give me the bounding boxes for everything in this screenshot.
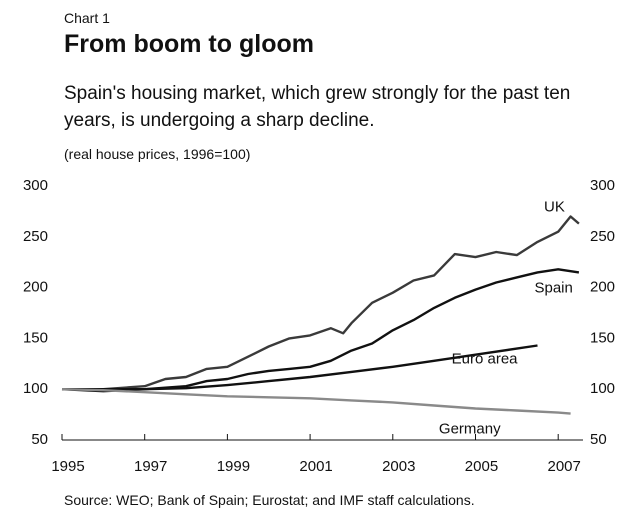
series-line [61,268,580,393]
y2-tick-label: 50 [590,431,607,448]
series-label: Euro area [452,350,519,367]
x-tick-label: 1997 [134,458,167,475]
y-tick-label: 200 [23,279,48,296]
kicker: Chart 1 [64,10,110,26]
y-tick-label: 250 [23,228,48,245]
y2-tick-label: 300 [590,177,615,194]
y-tick-label: 100 [23,380,48,397]
series-line [62,344,538,391]
y2-tick-label: 200 [590,279,615,296]
series-line [62,215,580,391]
x-tick-label: 2005 [465,458,498,475]
x-tick-label: 2001 [299,458,332,475]
y2-tick-label: 250 [590,228,615,245]
y-tick-label: 300 [23,177,48,194]
y-tick-label: 150 [23,329,48,346]
x-tick-label: 1995 [51,458,84,475]
x-tick-label: 2003 [382,458,415,475]
series-label: Germany [439,421,501,438]
y2-tick-label: 150 [590,329,615,346]
y-tick-label: 50 [31,431,48,448]
y2-tick-label: 100 [590,380,615,397]
chart-note: (real house prices, 1996=100) [64,146,251,162]
source: Source: WEO; Bank of Spain; Eurostat; an… [64,492,475,508]
chart-subtitle: Spain's housing market, which grew stron… [64,83,571,131]
series-label: UK [544,199,565,216]
chart-title: From boom to gloom [64,30,314,58]
x-tick-label: 2007 [548,458,581,475]
series-label: Spain [534,279,572,296]
x-tick-label: 1999 [217,458,250,475]
series-line [61,388,571,415]
